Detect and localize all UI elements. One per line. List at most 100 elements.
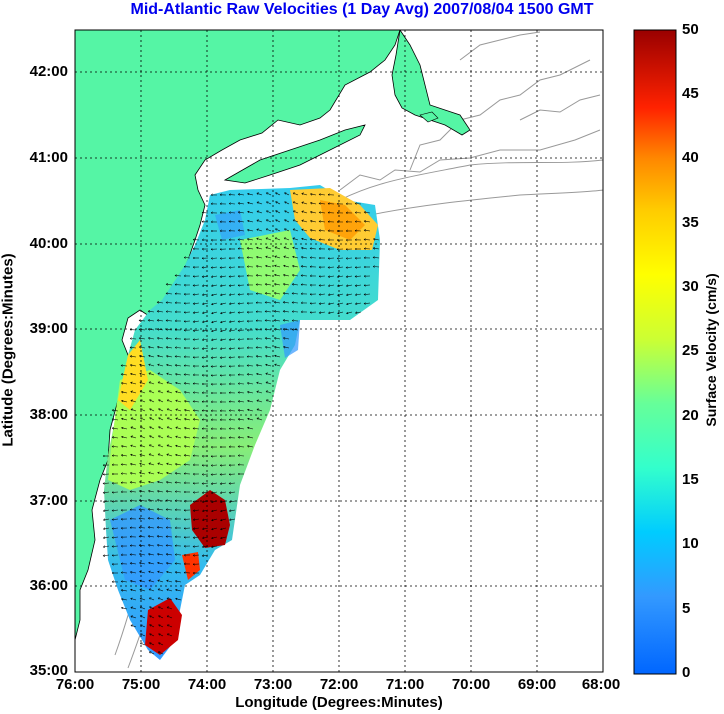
velocity-vector	[167, 409, 173, 412]
y-tick-label: 40:00	[29, 235, 68, 252]
velocity-vector	[283, 275, 290, 276]
velocity-vector	[211, 267, 218, 268]
velocity-vector	[221, 311, 227, 313]
velocity-vector	[150, 418, 155, 421]
velocity-vector	[175, 555, 182, 556]
velocity-vector	[202, 303, 209, 304]
velocity-vector	[130, 464, 137, 465]
velocity-vector	[166, 293, 173, 294]
velocity-vector	[283, 302, 290, 303]
velocity-vector	[149, 598, 155, 601]
velocity-vector	[193, 555, 200, 556]
velocity-vector	[257, 220, 263, 223]
velocity-vector	[256, 284, 263, 285]
velocity-vector	[266, 391, 272, 394]
velocity-vector	[248, 419, 254, 421]
velocity-vector	[238, 212, 245, 213]
velocity-vector	[112, 437, 119, 438]
velocity-vector	[159, 418, 164, 421]
velocity-vector	[220, 492, 227, 493]
velocity-vector	[175, 492, 182, 493]
velocity-vector	[274, 293, 281, 294]
island	[419, 111, 439, 123]
velocity-vector	[238, 330, 245, 331]
velocity-vector	[193, 546, 200, 547]
velocity-vector	[166, 302, 173, 303]
velocity-vector	[148, 338, 155, 339]
velocity-vector	[221, 329, 227, 331]
long-island	[223, 124, 366, 184]
velocity-vector	[176, 400, 182, 403]
velocity-vector	[193, 428, 200, 429]
velocity-vector	[166, 329, 173, 330]
velocity-vector	[293, 211, 299, 214]
velocity-vector	[338, 293, 344, 295]
velocity-vector	[292, 302, 299, 303]
velocity-vector	[310, 258, 317, 259]
velocity-vector	[139, 554, 146, 555]
velocity-vector	[140, 382, 146, 385]
velocity-vector	[149, 373, 155, 376]
colorbar-tick-label: 15	[682, 471, 699, 488]
velocity-vector	[193, 537, 200, 538]
velocity-vector	[355, 222, 362, 223]
velocity-vector	[131, 455, 137, 457]
velocity-vector	[302, 239, 308, 241]
velocity-vector	[131, 607, 137, 610]
colorbar	[633, 29, 677, 675]
velocity-vector	[148, 329, 155, 330]
velocity-vector	[121, 392, 128, 393]
velocity-vector	[184, 383, 191, 384]
velocity-vector	[149, 454, 155, 457]
x-axis-label: Longitude (Degrees:Minutes)	[235, 694, 443, 711]
velocity-vector	[346, 276, 353, 277]
velocity-vector	[176, 599, 182, 601]
velocity-vector	[202, 357, 209, 358]
velocity-vector	[310, 194, 317, 195]
velocity-vector	[293, 193, 299, 196]
velocity-vector	[265, 356, 272, 357]
velocity-vector	[149, 382, 155, 385]
velocity-vector	[176, 392, 182, 394]
velocity-vector	[159, 616, 164, 619]
velocity-vector	[247, 248, 254, 249]
x-tick-label: 71:00	[385, 676, 425, 693]
x-tick-label: 68:00	[581, 676, 621, 693]
velocity-vector	[265, 338, 272, 339]
velocity-vector	[221, 536, 227, 538]
velocity-vector	[355, 285, 362, 286]
velocity-vector	[167, 625, 173, 628]
velocity-vector	[266, 373, 272, 376]
velocity-vector	[184, 401, 191, 402]
velocity-vector	[284, 256, 290, 259]
velocity-vector	[159, 409, 164, 412]
velocity-vector	[167, 382, 173, 385]
velocity-vector	[184, 410, 191, 411]
velocity-vector	[158, 365, 164, 367]
velocity-vector	[256, 356, 263, 357]
velocity-vector	[373, 267, 380, 268]
velocity-vector	[346, 258, 353, 259]
velocity-vector	[220, 276, 227, 277]
x-tick-label: 75:00	[121, 676, 161, 693]
velocity-vector	[211, 276, 218, 277]
velocity-vector	[328, 276, 335, 277]
velocity-vector	[193, 510, 200, 511]
velocity-vector	[131, 445, 137, 448]
velocity-vector	[310, 248, 317, 249]
velocity-vector	[175, 473, 182, 474]
velocity-vector	[238, 437, 245, 438]
velocity-vector	[275, 275, 281, 277]
velocity-vector	[202, 294, 209, 295]
velocity-vector	[158, 580, 164, 583]
velocity-vector	[175, 356, 182, 357]
velocity-vector	[121, 599, 128, 600]
velocity-vector	[248, 221, 254, 223]
velocity-vector	[265, 275, 272, 276]
velocity-vector	[355, 213, 362, 214]
velocity-vector	[103, 492, 110, 493]
velocity-vector	[229, 483, 236, 484]
velocity-vector	[184, 419, 191, 420]
velocity-vector	[167, 464, 173, 466]
velocity-vector	[202, 348, 209, 349]
